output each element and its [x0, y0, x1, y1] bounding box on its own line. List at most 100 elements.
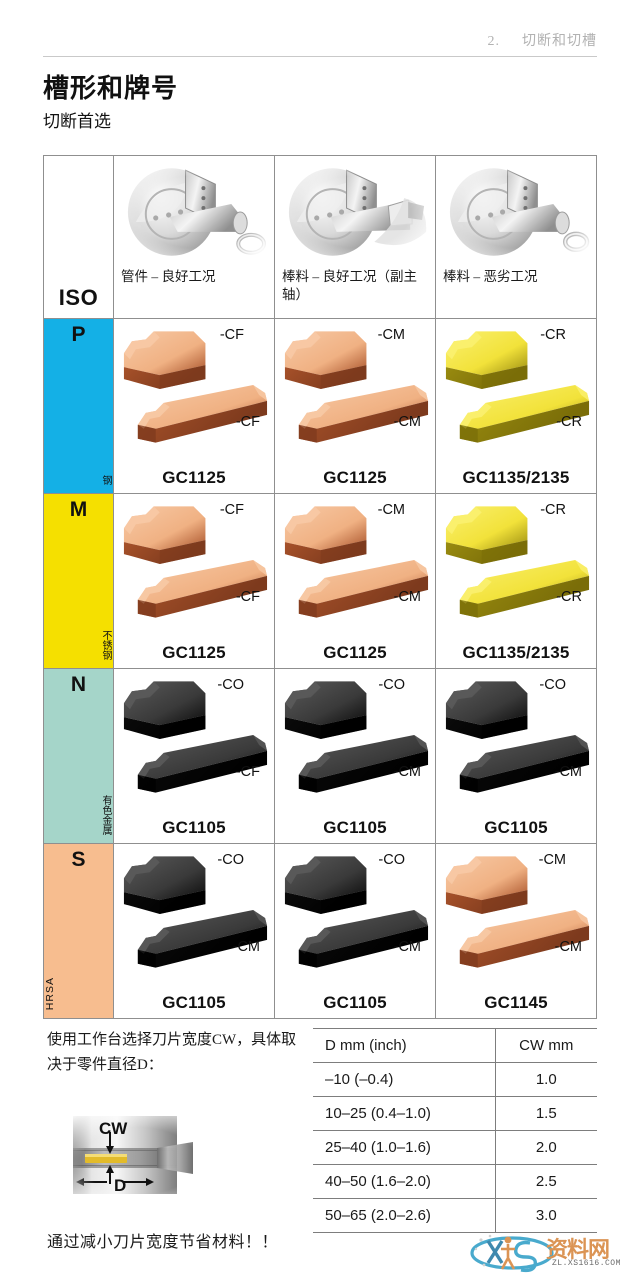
grade-row-M: M 不锈钢	[43, 493, 597, 669]
cw-width-table: D mm (inch) CW mm –10 (–0.4) 1.0 10–25 (…	[313, 1028, 597, 1233]
case-cell-2: 棒料 – 良好工况（副主轴）	[274, 155, 436, 319]
cw-table-row: 50–65 (2.0–2.6) 3.0	[313, 1198, 597, 1233]
insert-top-label-P-2: -CM	[377, 327, 405, 343]
watermark: 资料网 ZL.XS1616.COM	[468, 1231, 634, 1275]
chuck-illustration-icon	[436, 160, 596, 264]
insert-illustration-P-3	[436, 321, 596, 459]
insert-illustration-icon	[284, 331, 429, 443]
insert-bottom-label-P-1: -CF	[235, 414, 260, 430]
grade-name-P-3: GC1135/2135	[462, 468, 570, 487]
insert-illustration-N-1	[114, 671, 274, 809]
page-title: 槽形和牌号	[43, 73, 179, 103]
grade-name-M-1: GC1125	[162, 643, 226, 662]
cw-footer-text: 通过减小刀片宽度节省材料！！	[47, 1234, 279, 1251]
insert-bottom-label-S-3: -CM	[554, 939, 582, 955]
chapter-number: 2.	[487, 34, 500, 49]
insert-illustration-icon	[123, 331, 268, 443]
cw-range-4: 40–50 (1.6–2.0)	[313, 1164, 495, 1199]
insert-illustration-icon	[123, 506, 268, 618]
grade-row-S: S HRSA	[43, 843, 597, 1019]
page-subtitle: 切断首选	[43, 112, 111, 131]
insert-cell-N-2: -CO -CM GC1105	[274, 668, 436, 844]
insert-bottom-label-M-2: -CM	[393, 589, 421, 605]
insert-bottom-label-N-2: -CM	[393, 764, 421, 780]
grade-name-N-2: GC1105	[323, 818, 387, 837]
grade-selection-table: ISO	[43, 155, 597, 1019]
insert-cell-S-2: -CO -CM GC1105	[274, 843, 436, 1019]
material-cell-P: P 钢	[43, 318, 114, 494]
grade-row-P: P 钢	[43, 318, 597, 494]
grade-name-M-3: GC1135/2135	[462, 643, 570, 662]
grade-name-P-2: GC1125	[323, 468, 387, 487]
insert-illustration-M-3	[436, 496, 596, 634]
insert-cell-N-3: -CO -CM GC1105	[435, 668, 597, 844]
insert-top-label-N-1: -CO	[217, 677, 244, 693]
insert-cell-P-1: -CF -CF GC1125	[113, 318, 275, 494]
insert-top-label-S-1: -CO	[217, 852, 244, 868]
insert-illustration-M-1	[114, 496, 274, 634]
chapter-title: 切断和切槽	[522, 34, 597, 49]
insert-bottom-label-S-2: -CM	[393, 939, 421, 955]
material-letter-N: N	[70, 673, 87, 696]
cw-note: 使用工作台选择刀片宽度CW，具体取决于零件直径D：	[47, 1032, 297, 1073]
iso-label: ISO	[58, 285, 99, 310]
insert-cell-N-1: -CO -CF GC1105	[113, 668, 275, 844]
insert-top-label-P-1: -CF	[219, 327, 244, 343]
grade-name-S-2: GC1105	[323, 993, 387, 1012]
insert-top-label-S-2: -CO	[378, 852, 405, 868]
case-illustration-3	[436, 160, 596, 264]
insert-bottom-label-M-1: -CF	[235, 589, 260, 605]
cw-range-5: 50–65 (2.0–2.6)	[313, 1198, 495, 1233]
insert-illustration-icon	[123, 856, 268, 968]
insert-top-label-N-2: -CO	[378, 677, 405, 693]
table-header-row: ISO	[43, 155, 597, 319]
insert-bottom-label-N-1: -CF	[235, 764, 260, 780]
watermark-url: ZL.XS1616.COM	[552, 1259, 621, 1268]
material-cell-S: S HRSA	[43, 843, 114, 1019]
insert-bottom-label-P-3: -CR	[556, 414, 582, 430]
cw-range-2: 10–25 (0.4–1.0)	[313, 1096, 495, 1131]
cw-value-1: 1.0	[494, 1062, 597, 1097]
insert-illustration-icon	[445, 856, 590, 968]
insert-illustration-icon	[123, 681, 268, 793]
insert-illustration-P-1	[114, 321, 274, 459]
cw-range-1: –10 (–0.4)	[313, 1062, 495, 1097]
material-name-M: 不锈钢	[100, 630, 111, 660]
grade-name-S-3: GC1145	[484, 993, 548, 1012]
insert-illustration-icon	[445, 506, 590, 618]
material-cell-M: M 不锈钢	[43, 493, 114, 669]
case-caption-1: 管件 – 良好工况	[121, 269, 216, 284]
cw-table-row: 10–25 (0.4–1.0) 1.5	[313, 1096, 597, 1131]
cw-table-row: 40–50 (1.6–2.0) 2.5	[313, 1164, 597, 1199]
d-label: D	[114, 1176, 126, 1195]
grade-name-N-3: GC1105	[484, 818, 548, 837]
insert-illustration-S-2	[275, 846, 435, 984]
insert-illustration-N-3	[436, 671, 596, 809]
cw-label: CW	[99, 1119, 128, 1138]
cw-header-d: D mm (inch)	[313, 1028, 495, 1063]
grade-name-S-1: GC1105	[162, 993, 226, 1012]
material-name-N: 有色金属	[100, 795, 111, 835]
case-caption-2: 棒料 – 良好工况（副主轴）	[282, 269, 417, 302]
insert-bottom-label-N-3: -CM	[554, 764, 582, 780]
grade-row-N: N 有色金属	[43, 668, 597, 844]
insert-illustration-M-2	[275, 496, 435, 634]
insert-top-label-M-3: -CR	[540, 502, 566, 518]
cw-header-cw: CW mm	[494, 1028, 597, 1063]
chuck-illustration-icon	[275, 160, 435, 264]
material-name-P: 钢	[100, 475, 111, 485]
case-illustration-1	[114, 160, 274, 264]
grade-name-M-2: GC1125	[323, 643, 387, 662]
cw-range-3: 25–40 (1.0–1.6)	[313, 1130, 495, 1165]
cw-value-4: 2.5	[494, 1164, 597, 1199]
cw-table-row: 25–40 (1.0–1.6) 2.0	[313, 1130, 597, 1165]
insert-illustration-icon	[445, 331, 590, 443]
insert-cell-P-2: -CM -CM GC1125	[274, 318, 436, 494]
cw-figure: CW D	[55, 1112, 223, 1210]
material-letter-P: P	[71, 323, 86, 346]
case-cell-3: 棒料 – 恶劣工况	[435, 155, 597, 319]
grade-name-P-1: GC1125	[162, 468, 226, 487]
cw-table-header-row: D mm (inch) CW mm	[313, 1028, 597, 1063]
insert-top-label-M-2: -CM	[377, 502, 405, 518]
insert-illustration-icon	[284, 506, 429, 618]
